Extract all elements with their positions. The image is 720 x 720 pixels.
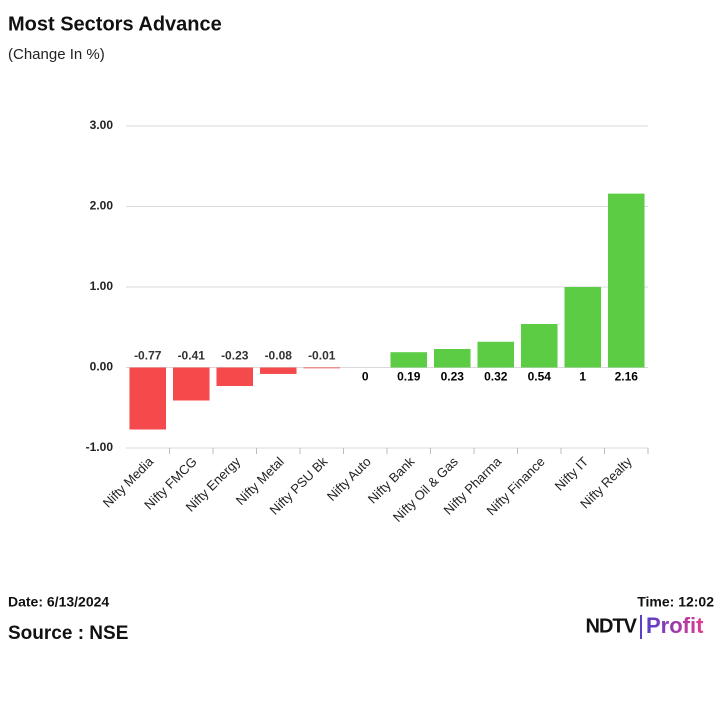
- bar: [259, 367, 297, 374]
- data-label: 0.23: [441, 370, 465, 384]
- source: Source : NSE: [8, 623, 128, 644]
- y-tick-label: 0.00: [90, 360, 114, 374]
- data-label: -0.23: [221, 349, 249, 363]
- y-tick-label: 2.00: [90, 199, 114, 213]
- data-label: -0.08: [265, 349, 293, 363]
- y-tick-label: 3.00: [90, 118, 114, 132]
- logo-product: Profit: [646, 613, 704, 638]
- data-label: 0: [362, 370, 369, 384]
- data-label: -0.41: [178, 349, 206, 363]
- bar: [129, 367, 167, 430]
- data-label: 1: [579, 370, 586, 384]
- bar: [564, 287, 602, 368]
- bar: [607, 193, 645, 368]
- logo-brand: NDTV: [586, 615, 638, 637]
- chart-subtitle: (Change In %): [8, 46, 105, 63]
- data-label: -0.01: [308, 349, 336, 363]
- data-label: 0.32: [484, 370, 508, 384]
- y-tick-label: -1.00: [86, 440, 114, 454]
- date: Date: 6/13/2024: [8, 594, 109, 610]
- data-label: 0.54: [528, 370, 552, 384]
- y-tick-label: 1.00: [90, 279, 114, 293]
- chart-title: Most Sectors Advance: [8, 13, 222, 35]
- bar: [303, 367, 341, 369]
- data-label: -0.77: [134, 349, 162, 363]
- time: Time: 12:02: [637, 594, 714, 610]
- bar: [433, 348, 471, 368]
- bar: [172, 367, 210, 401]
- bar: [477, 341, 515, 368]
- bar: [520, 324, 558, 368]
- bar: [390, 352, 428, 368]
- data-label: 0.19: [397, 370, 421, 384]
- bar: [216, 367, 254, 387]
- data-label: 2.16: [615, 370, 639, 384]
- x-tick-label: Nifty IT: [552, 454, 592, 494]
